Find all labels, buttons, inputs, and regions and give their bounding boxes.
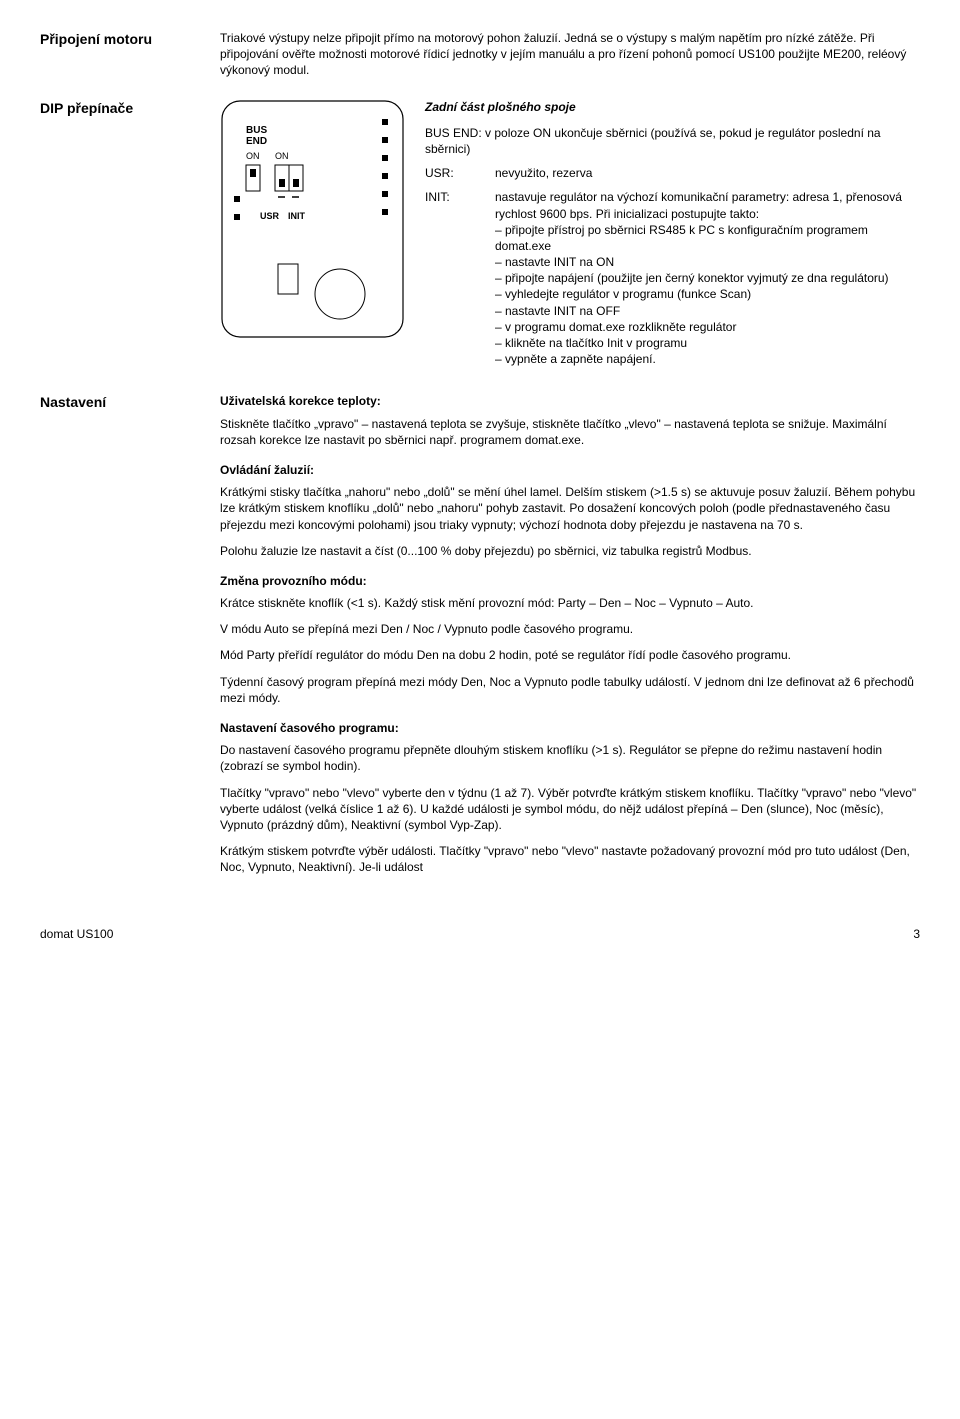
- zaluzie-title: Ovládání žaluzií:: [220, 462, 920, 478]
- nastaveni-section: Nastavení Uživatelská korekce teploty: S…: [40, 393, 920, 885]
- zmena-title: Změna provozního módu:: [220, 573, 920, 589]
- init-step: – v programu domat.exe rozklikněte regul…: [495, 319, 920, 335]
- init-row: INIT: nastavuje regulátor na výchozí kom…: [425, 189, 920, 375]
- init-step: – nastavte INIT na OFF: [495, 303, 920, 319]
- pcb-diagram: BUS END ON ON USR INIT: [220, 99, 405, 343]
- zmena-p2: V módu Auto se přepíná mezi Den / Noc / …: [220, 621, 920, 637]
- bus-end-text: BUS END: v poloze ON ukončuje sběrnici (…: [425, 125, 920, 157]
- zmena-p4: Týdenní časový program přepíná mezi módy…: [220, 674, 920, 706]
- zmena-p3: Mód Party přeřídí regulátor do módu Den …: [220, 647, 920, 663]
- casprog-title: Nastavení časového programu:: [220, 720, 920, 736]
- bus-end-row: BUS END: v poloze ON ukončuje sběrnici (…: [425, 125, 920, 157]
- user-corr-title: Uživatelská korekce teploty:: [220, 393, 920, 409]
- casprog-p1: Do nastavení časového programu přepněte …: [220, 742, 920, 774]
- diagram-label-usr: USR: [260, 211, 280, 221]
- init-steps: – připojte přístroj po sběrnici RS485 k …: [495, 222, 920, 368]
- init-step: – vyhledejte regulátor v programu (funkc…: [495, 286, 920, 302]
- footer-right: 3: [913, 926, 920, 942]
- init-step: – připojte přístroj po sběrnici RS485 k …: [495, 222, 920, 254]
- motor-intro: Triakové výstupy nelze připojit přímo na…: [220, 30, 920, 79]
- dip-section: DIP přepínače BU: [40, 99, 920, 384]
- zaluzie-p1: Krátkými stisky tlačítka „nahoru" nebo „…: [220, 484, 920, 533]
- zaluzie-p2: Polohu žaluzie lze nastavit a číst (0...…: [220, 543, 920, 559]
- init-label: INIT:: [425, 189, 495, 375]
- init-step: – připojte napájení (použijte jen černý …: [495, 270, 920, 286]
- zmena-p1: Krátce stiskněte knoflík (<1 s). Každý s…: [220, 595, 920, 611]
- init-step: – klikněte na tlačítko Init v programu: [495, 335, 920, 351]
- init-step: – vypněte a zapněte napájení.: [495, 351, 920, 367]
- dip-heading: DIP přepínače: [40, 99, 220, 118]
- motor-heading: Připojení motoru: [40, 30, 220, 49]
- init-text: nastavuje regulátor na výchozí komunikač…: [495, 189, 920, 221]
- diagram-label-init: INIT: [288, 211, 306, 221]
- casprog-p3: Krátkým stiskem potvrďte výběr události.…: [220, 843, 920, 875]
- motor-section: Připojení motoru Triakové výstupy nelze …: [40, 30, 920, 89]
- usr-label: USR:: [425, 165, 495, 181]
- nastaveni-heading: Nastavení: [40, 393, 220, 412]
- usr-text: nevyužito, rezerva: [495, 165, 920, 181]
- usr-row: USR: nevyužito, rezerva: [425, 165, 920, 181]
- diagram-label-on-right: ON: [275, 151, 289, 161]
- footer: domat US100 3: [40, 926, 920, 942]
- casprog-p2: Tlačítky "vpravo" nebo "vlevo" vyberte d…: [220, 785, 920, 834]
- svg-text:END: END: [246, 136, 267, 147]
- init-step: – nastavte INIT na ON: [495, 254, 920, 270]
- diagram-label-on-left: ON: [246, 151, 260, 161]
- dip-subheading: Zadní část plošného spoje: [425, 99, 920, 115]
- user-corr-text: Stiskněte tlačítko „vpravo" – nastavená …: [220, 416, 920, 448]
- footer-left: domat US100: [40, 926, 113, 942]
- diagram-label-bus: BUS: [246, 125, 267, 136]
